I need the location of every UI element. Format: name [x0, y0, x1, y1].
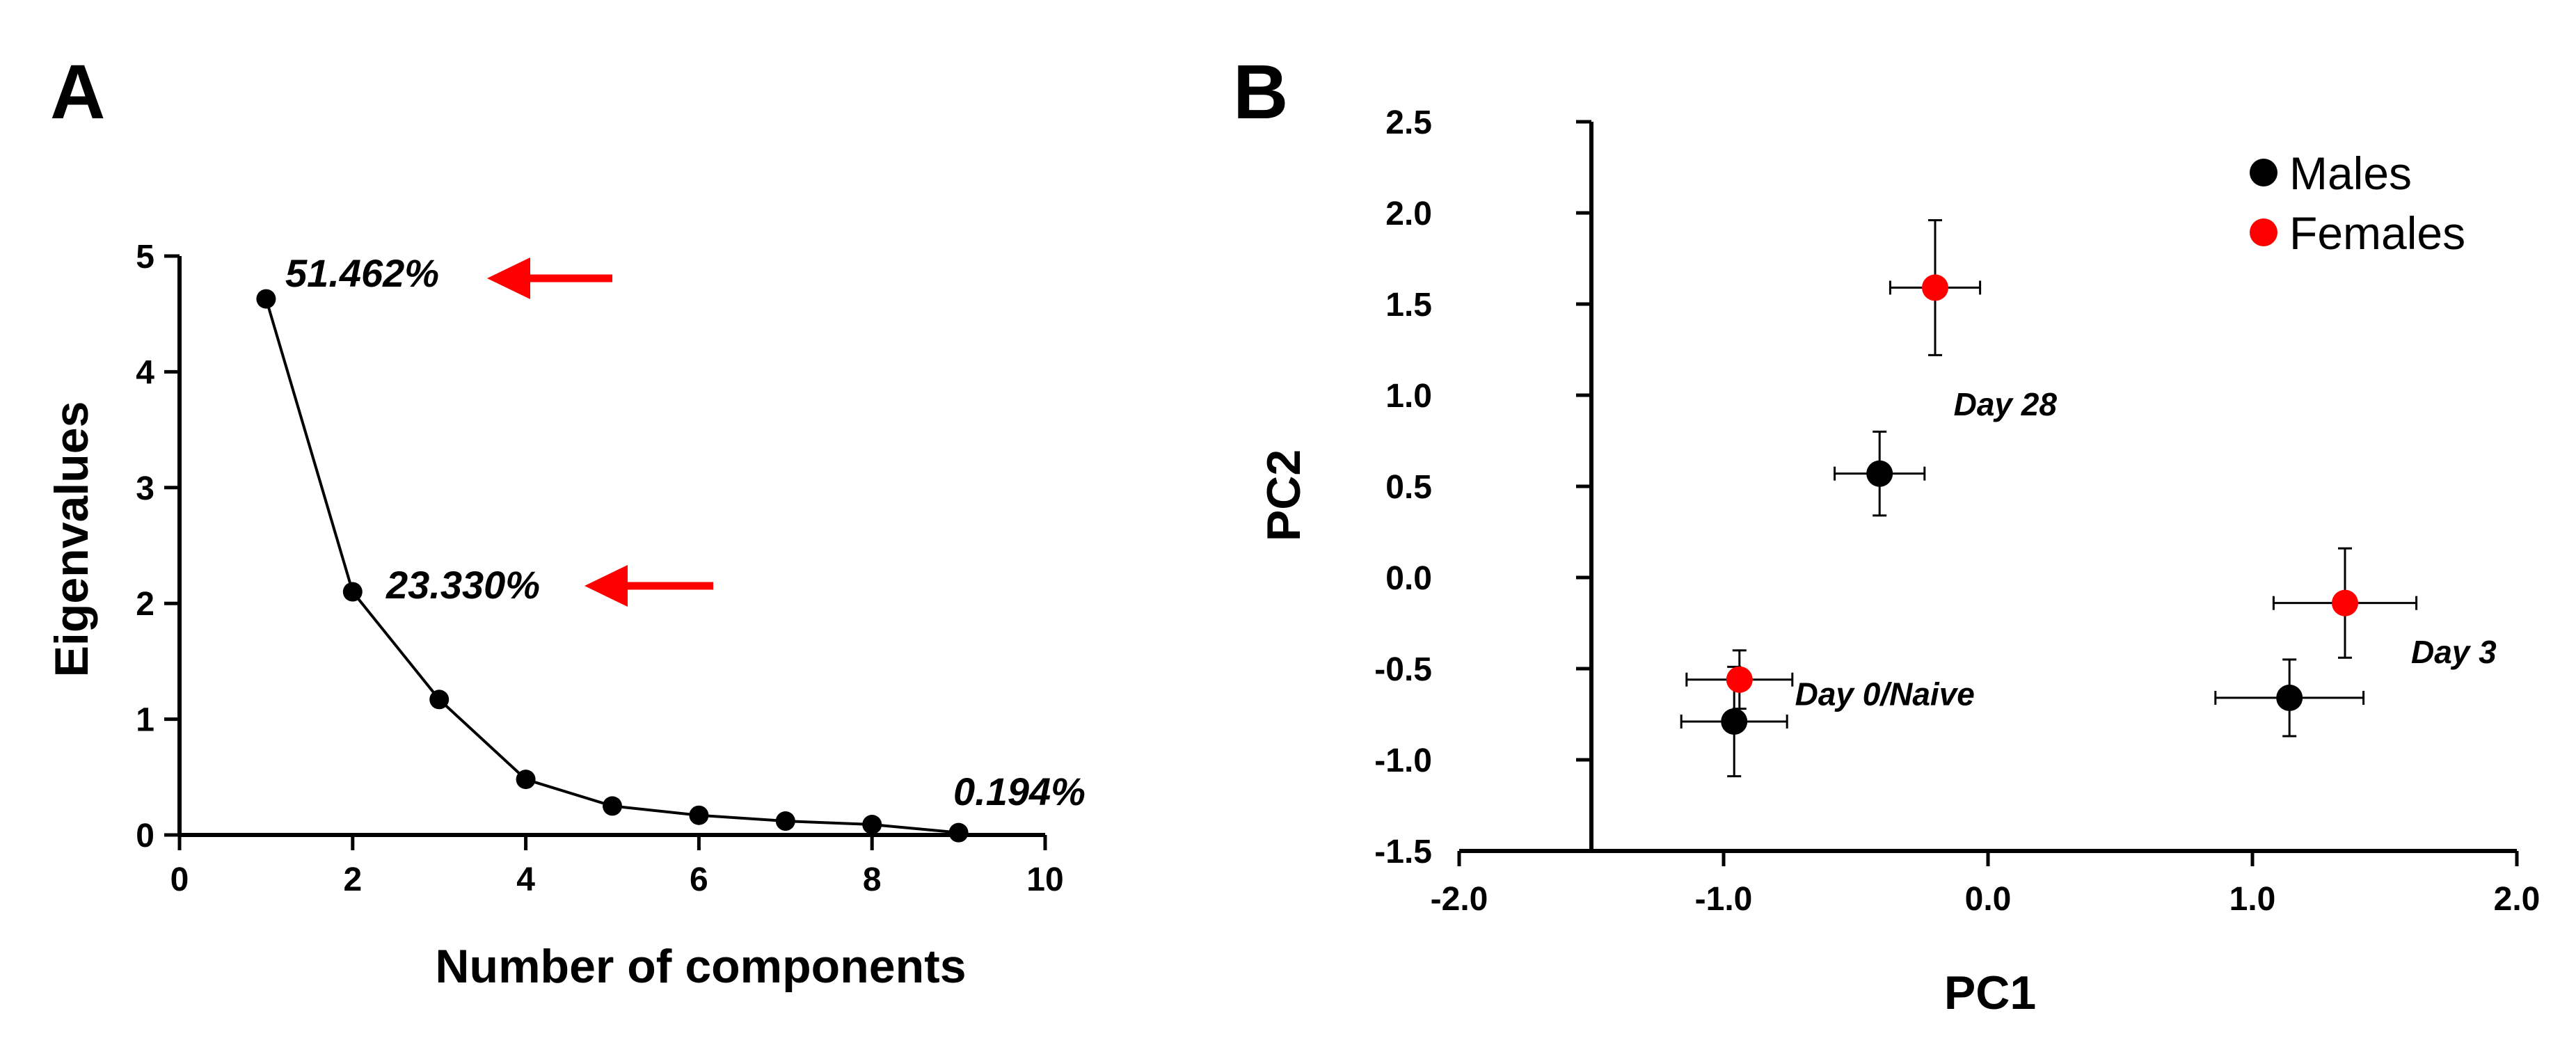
- panel-a-y-tick-label: 2: [136, 586, 154, 623]
- panel-a-x-tick-label: 6: [690, 861, 708, 898]
- eigenvalue-point: [862, 815, 882, 835]
- panel-a-scree-plot: 0 2 4 6 8 10 0 1 2 3 4 5 51.462% 23.330% 0.194%: [136, 239, 1086, 898]
- panel-a-letter: A: [50, 49, 105, 135]
- red-arrow-head: [487, 257, 530, 299]
- eigenvalue-point: [775, 811, 795, 831]
- variance-percentage-label: 0.194%: [953, 770, 1086, 813]
- legend-label-males: Males: [2289, 148, 2412, 199]
- panel-b-y-tick-label: 1.0: [1385, 378, 1432, 415]
- panel-b-letter: B: [1233, 49, 1288, 135]
- panel-b-y-tick-label: 2.5: [1385, 104, 1432, 141]
- variance-percentage-label: 51.462%: [285, 251, 439, 295]
- panel-a-x-tick-label: 0: [170, 861, 189, 898]
- males-point: [2276, 684, 2303, 711]
- panel-b-y-tick-label: -1.5: [1374, 834, 1432, 870]
- panel-a-y-axis-title: Eigenvalues: [45, 401, 98, 678]
- females-point: [2332, 589, 2358, 616]
- group-label: Day 3: [2411, 634, 2497, 670]
- eigenvalue-point: [603, 796, 622, 816]
- panel-b-y-tick-label: -1.0: [1374, 742, 1432, 779]
- panel-a-y-tick-label: 3: [136, 470, 154, 507]
- variance-percentage-label: 23.330%: [385, 563, 540, 607]
- panel-b-y-tick-label: 1.5: [1385, 287, 1432, 324]
- panel-a-x-axis-title: Number of components: [435, 940, 966, 993]
- eigenvalue-point: [689, 805, 709, 825]
- group-label: Day 28: [1954, 386, 2058, 422]
- panel-b-x-axis-title: PC1: [1944, 966, 2036, 1019]
- panel-a-y-tick-label: 1: [136, 702, 154, 739]
- eigenvalue-point: [256, 289, 276, 309]
- legend: Males Females: [2250, 148, 2465, 259]
- panel-a-x-tick-label: 2: [343, 861, 362, 898]
- panel-a-y-tick-label: 5: [136, 239, 154, 276]
- panel-a-x-tick-label: 10: [1026, 861, 1063, 898]
- panel-b-y-tick-label: 0.5: [1385, 469, 1432, 506]
- panel-b-y-axis-title: PC2: [1257, 449, 1310, 541]
- panel-b-y-tick-label: 0.0: [1385, 560, 1432, 597]
- females-point: [1726, 666, 1753, 693]
- panel-b-x-tick-label: -1.0: [1695, 881, 1753, 918]
- legend-label-females: Females: [2289, 207, 2465, 259]
- eigenvalue-point: [342, 582, 363, 602]
- eigenvalue-point: [948, 822, 969, 843]
- panel-a-x-tick-label: 8: [863, 861, 882, 898]
- panel-b-x-tick-label: -2.0: [1431, 881, 1488, 918]
- panel-b-pca-scatter: -2.0 -1.0 0.0 1.0 2.0 -1.5 -1.0 -0.5 0.0 0.5 1.0 1.…: [1374, 104, 2540, 918]
- panel-b-y-tick-label: -0.5: [1374, 651, 1432, 688]
- males-point: [1866, 460, 1893, 487]
- legend-marker-males: [2250, 159, 2277, 186]
- eigenvalue-line: [264, 298, 959, 834]
- males-point: [1721, 708, 1748, 735]
- legend-marker-females: [2250, 218, 2277, 246]
- group-label: Day 0/Naive: [1795, 676, 1975, 712]
- panel-b-y-tick-label: 2.0: [1385, 196, 1432, 232]
- panel-a-x-tick-label: 4: [516, 861, 535, 898]
- panel-b-x-tick-label: 0.0: [1965, 881, 2012, 918]
- panel-b-x-tick-label: 2.0: [2494, 881, 2541, 918]
- panel-b-x-tick-label: 1.0: [2229, 881, 2276, 918]
- red-arrow-head: [585, 565, 628, 607]
- panel-a-y-tick-label: 4: [136, 354, 154, 391]
- eigenvalue-point: [516, 770, 536, 790]
- females-point: [1922, 274, 1948, 301]
- eigenvalue-point: [429, 690, 450, 710]
- panel-a-y-tick-label: 0: [136, 818, 154, 854]
